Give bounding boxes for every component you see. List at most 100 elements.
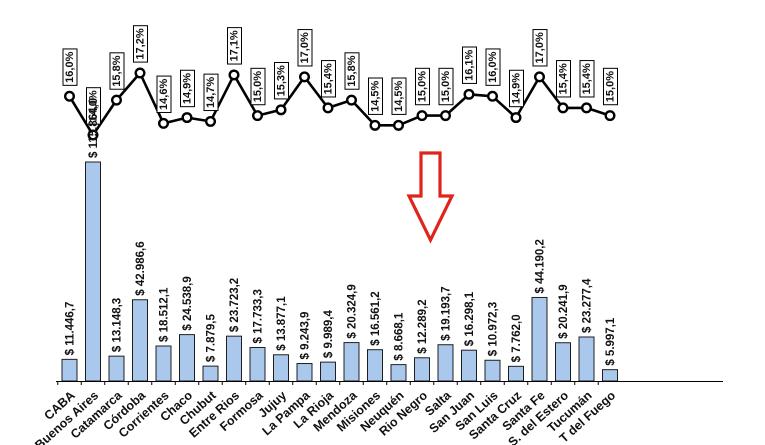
bar xyxy=(555,342,571,382)
bar-data-label: $ 5.997,1 xyxy=(605,317,617,366)
bar-data-label: $ 23.277,4 xyxy=(582,278,594,333)
line-data-label-box xyxy=(321,60,336,98)
bar-data-label-group: $ 42.986,6 xyxy=(135,241,147,295)
bar-data-label-group: $ 23.277,4 xyxy=(582,278,594,333)
bar-data-label-group: $ 8.668,1 xyxy=(394,312,406,361)
bar-data-label-group: $ 13.877,1 xyxy=(276,296,288,351)
bar-data-label-group: $ 9.989,4 xyxy=(323,310,335,359)
bar-data-label-group: $ 7.762,0 xyxy=(511,314,523,362)
line-data-label-box xyxy=(485,48,501,86)
bar-data-label: $ 23.723,2 xyxy=(229,278,241,332)
line-point xyxy=(557,102,569,114)
bar-data-label-group: $ 9.243,9 xyxy=(300,312,312,360)
line-data-label-group: 14,7% xyxy=(203,73,219,112)
bar-data-label: $ 13.877,1 xyxy=(276,296,288,351)
bar-data-label: $ 8.668,1 xyxy=(394,312,406,361)
bar-data-label-group: $ 16.298,1 xyxy=(464,291,476,346)
line-data-label-group: 17,1% xyxy=(227,27,242,65)
bar xyxy=(273,354,289,382)
line-data-label: 14,9% xyxy=(511,73,523,104)
bar-data-label-group: $ 10.972,3 xyxy=(488,302,500,356)
bar xyxy=(61,358,78,382)
line-chart-percentages: 16,0% 14,0% 15,8% 17,2% 14,6% 14,9% 14,7% 17,1%… xyxy=(62,25,618,141)
line-data-label: 17,1% xyxy=(229,30,241,61)
line-point xyxy=(440,110,452,122)
line-data-label: 14,7% xyxy=(205,77,217,108)
line-data-label: 14,6% xyxy=(158,79,170,110)
line-data-label-box xyxy=(415,67,430,106)
bar xyxy=(108,355,125,382)
bar xyxy=(202,365,219,382)
line-data-label: 15,4% xyxy=(558,63,570,94)
bar-data-label: $ 18.512,1 xyxy=(159,287,171,342)
line-data-label: 14,0% xyxy=(88,90,100,121)
bar xyxy=(296,363,313,382)
bar-data-label: $ 20.324,9 xyxy=(347,284,359,338)
bar xyxy=(367,349,383,382)
bar-data-label: $ 9.243,9 xyxy=(300,312,312,360)
line-data-label: 14,9% xyxy=(182,73,194,104)
bar xyxy=(85,161,101,382)
bar-data-label-group: $ 16.561,2 xyxy=(370,291,382,345)
line-point xyxy=(157,117,169,129)
bar xyxy=(390,364,407,382)
line-point xyxy=(534,71,546,83)
line-data-label: 15,0% xyxy=(440,71,452,102)
line-data-label-group: 17,0% xyxy=(297,29,313,67)
line-data-label: 15,4% xyxy=(323,63,335,94)
line-data-label-group: 14,5% xyxy=(368,77,383,115)
line-data-label: 17,2% xyxy=(135,28,147,59)
down-arrow-annotation xyxy=(406,151,455,244)
line-data-label-group: 15,8% xyxy=(109,52,125,90)
line-data-label: 15,8% xyxy=(111,55,123,86)
line-data-label-box xyxy=(274,62,289,100)
line-data-label-group: 14,6% xyxy=(156,75,172,113)
bar-data-label: $ 19.193,7 xyxy=(441,286,453,340)
bar-data-label: $ 42.986,6 xyxy=(135,241,147,295)
bar xyxy=(578,336,595,382)
line-data-label-group: 15,0% xyxy=(603,67,618,106)
line-data-label-group: 14,9% xyxy=(509,69,524,108)
line-point xyxy=(275,104,287,116)
bar-data-label-group: $ 20.241,9 xyxy=(558,284,570,338)
line-data-label-group: 14,0% xyxy=(86,87,101,125)
line-data-label-box xyxy=(86,87,101,125)
line-data-label-group: 14,5% xyxy=(391,77,407,115)
line-data-label-box xyxy=(227,27,242,65)
bar xyxy=(602,369,618,382)
bar xyxy=(249,346,266,382)
line-point xyxy=(63,90,75,102)
line-data-label-box xyxy=(297,29,313,67)
line-data-label-group: 16,0% xyxy=(62,48,78,86)
line-data-label-box xyxy=(156,75,172,113)
bar-data-label-group: $ 20.324,9 xyxy=(347,284,359,338)
bar-data-label: $ 17.733,3 xyxy=(253,289,265,343)
bar xyxy=(226,335,242,382)
line-data-label-box xyxy=(603,67,618,106)
line-data-label-group: 16,0% xyxy=(485,48,501,86)
line-data-label: 15,4% xyxy=(581,63,593,94)
bar xyxy=(343,342,360,382)
line-data-label-group: 16,1% xyxy=(462,46,477,84)
line-data-label: 16,0% xyxy=(64,51,76,82)
line-data-label-box xyxy=(462,46,477,84)
line-data-label: 14,5% xyxy=(370,81,382,112)
line-data-label-group: 15,8% xyxy=(344,52,360,90)
bar-data-label: $ 44.190,2 xyxy=(535,239,547,293)
bar-data-label: $ 16.561,2 xyxy=(370,291,382,345)
bar-data-label: $ 10.972,3 xyxy=(488,302,500,356)
line-data-label-box xyxy=(180,69,195,108)
bar xyxy=(508,365,524,382)
line-data-label-group: 15,4% xyxy=(579,60,595,98)
bar-data-label-group: $ 11.446,7 xyxy=(65,302,77,356)
line-data-label: 16,0% xyxy=(487,51,499,82)
bar-data-label: $ 9.989,4 xyxy=(323,310,335,359)
line-data-label-group: 15,3% xyxy=(274,62,289,100)
line-data-label: 14,5% xyxy=(393,81,405,112)
line-point xyxy=(604,110,616,122)
line-point xyxy=(110,94,122,106)
line-point xyxy=(204,115,216,127)
line-point xyxy=(181,112,193,124)
bar-data-label: $ 7.879,5 xyxy=(206,314,218,363)
line-data-label-group: 14,9% xyxy=(180,69,195,108)
